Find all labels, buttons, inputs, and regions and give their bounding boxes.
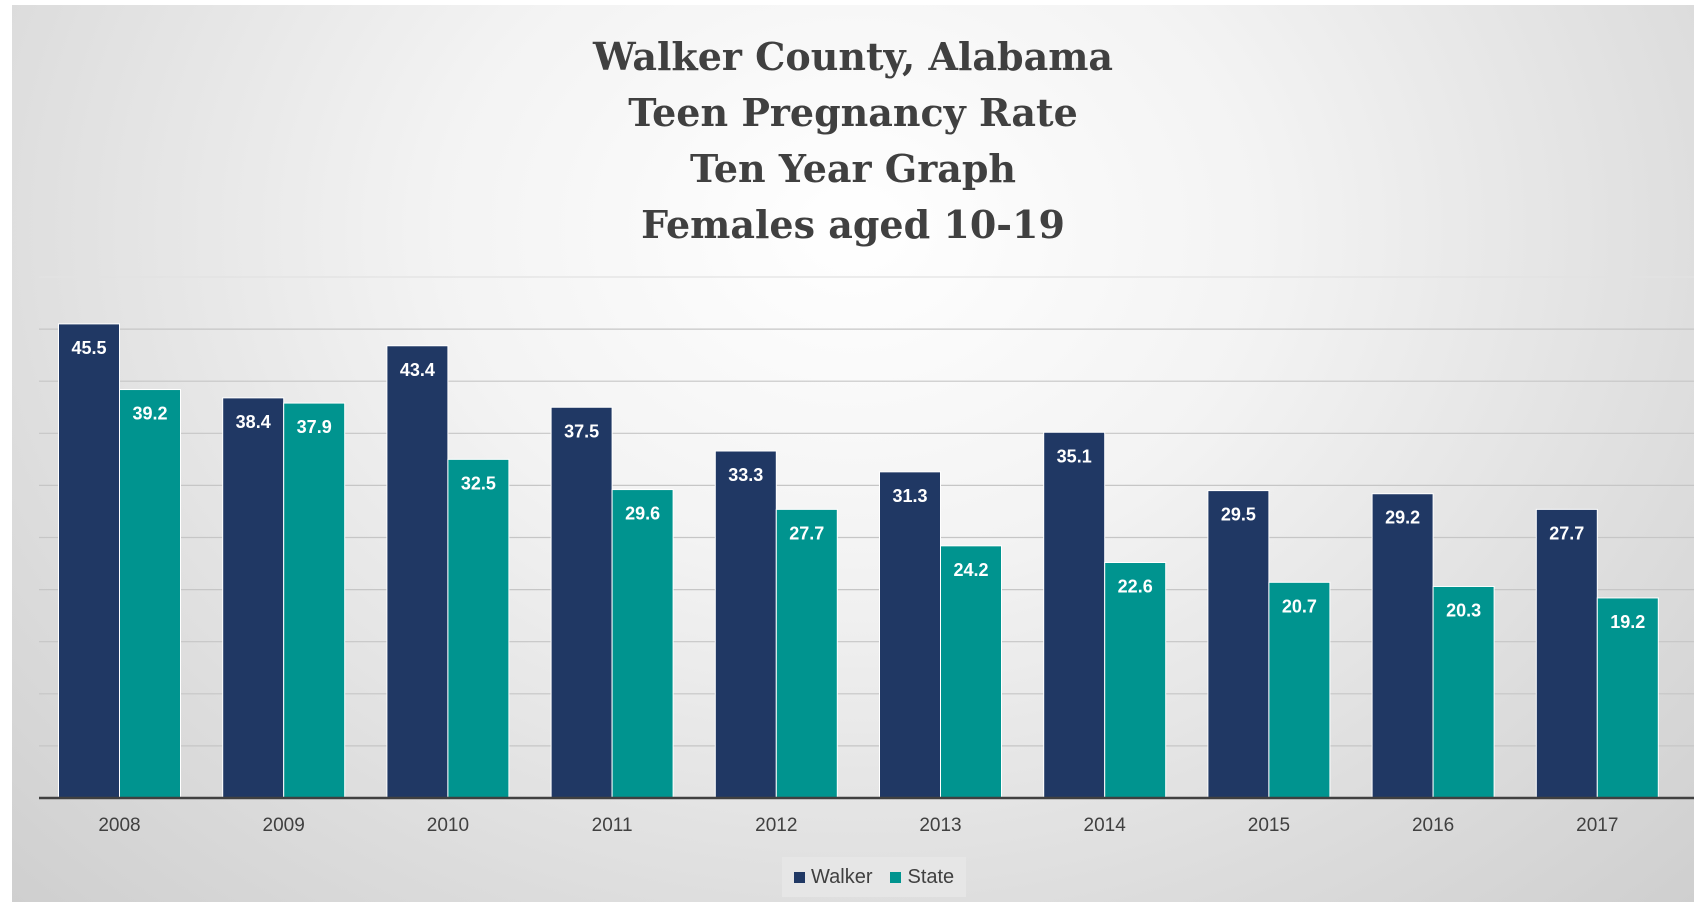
data-label-state-2014: 22.6 [1118,577,1153,597]
bar-walker-2014 [1043,431,1106,799]
bar-state-2011 [611,489,674,799]
data-label-state-2009: 37.9 [297,417,332,437]
data-label-state-2012: 27.7 [789,523,824,543]
data-label-state-2011: 29.6 [625,504,660,524]
chart-title-line-3: Ten Year Graph [689,146,1017,191]
bar-state-2012 [775,508,838,799]
bar-walker-2016 [1371,493,1434,799]
bar-walker-2010 [386,345,449,799]
legend-swatch-walker [794,871,805,883]
bar-walker-2015 [1207,490,1270,799]
data-label-walker-2015: 29.5 [1221,505,1256,525]
x-tick-label-2015: 2015 [1248,815,1290,836]
bar-state-2008 [119,389,181,799]
chart-title-line-2: Teen Pregnancy Rate [628,90,1078,135]
bar-walker-2011 [550,406,613,799]
data-label-state-2010: 32.5 [461,473,496,493]
bar-walker-2009 [222,397,285,799]
data-label-walker-2011: 37.5 [564,421,599,441]
data-label-walker-2009: 38.4 [236,412,271,432]
data-label-state-2016: 20.3 [1446,600,1481,620]
x-tick-label-2013: 2013 [919,815,961,836]
legend-item-walker: Walker [794,866,872,889]
bar-walker-2017 [1535,508,1598,799]
data-label-state-2015: 20.7 [1282,596,1317,616]
chart-title-line-4: Females aged 10-19 [641,202,1065,247]
data-label-walker-2017: 27.7 [1549,523,1584,543]
data-label-state-2017: 19.2 [1610,612,1645,632]
data-label-state-2008: 39.2 [132,404,167,424]
x-tick-label-2017: 2017 [1576,815,1618,836]
x-tick-label-2014: 2014 [1084,815,1127,836]
legend-label-walker: Walker [811,865,873,888]
legend: Walker State [782,857,967,897]
bar-walker-2008 [58,323,120,799]
bar-walker-2013 [879,471,941,799]
legend-item-state: State [890,866,954,889]
x-tick-label-2009: 2009 [263,815,305,836]
bar-state-2014 [1104,562,1167,799]
x-tick-label-2008: 2008 [98,815,140,836]
bar-data-labels: 45.5 39.2 38.4 37.9 43.4 32.5 37.5 29.6 33.3 27.7… [71,338,1645,632]
legend-label-state: State [907,865,955,888]
x-tick-label-2011: 2011 [592,815,633,836]
x-axis-tick-labels: 2008 2009 2010 2011 2012 2013 2014 2015 2016 2017 [98,815,1618,836]
bar-state-2009 [283,402,346,799]
data-label-walker-2008: 45.5 [71,338,106,358]
legend-swatch-state [890,871,902,883]
data-label-walker-2016: 29.2 [1385,508,1420,528]
data-label-walker-2012: 33.3 [728,465,763,485]
bar-chart-plot: 45.5 39.2 38.4 37.9 43.4 32.5 37.5 29.6 33.3 27.7… [39,276,1694,836]
bar-state-2017 [1596,597,1659,799]
chart-title-line-1: Walker County, Alabama [592,34,1114,79]
bars [58,323,1659,799]
chart-area: Walker County, Alabama Teen Pregnancy Ra… [12,5,1694,902]
bar-state-2010 [447,458,510,799]
bar-state-2013 [940,545,1002,799]
data-label-walker-2013: 31.3 [892,486,927,506]
data-label-walker-2014: 35.1 [1057,446,1092,466]
bar-walker-2012 [714,450,777,799]
data-label-state-2013: 24.2 [953,560,988,580]
x-tick-label-2016: 2016 [1412,815,1454,836]
data-label-walker-2010: 43.4 [400,360,435,380]
x-tick-label-2012: 2012 [755,815,797,836]
chart-title: Walker County, Alabama Teen Pregnancy Ra… [12,29,1694,253]
x-tick-label-2010: 2010 [427,815,469,836]
